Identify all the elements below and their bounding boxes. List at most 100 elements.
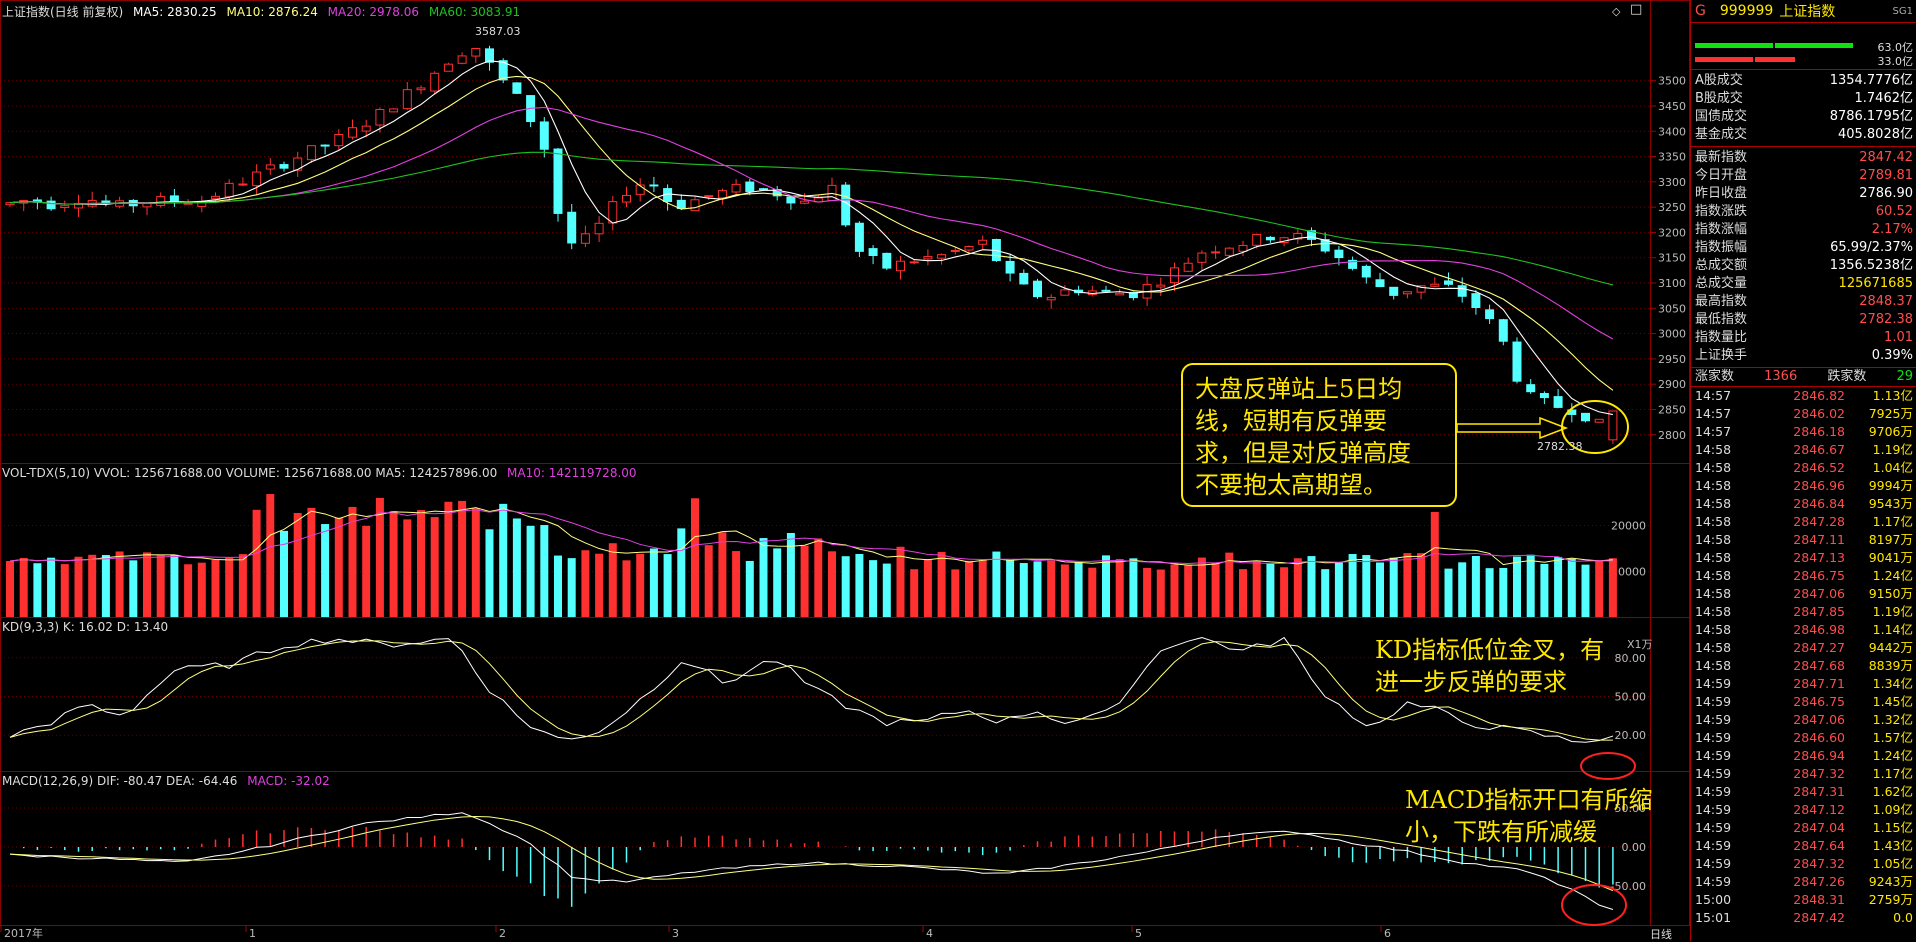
chart-menu-icon[interactable]: □	[1630, 2, 1643, 17]
tick-time: 14:58	[1695, 586, 1732, 601]
g-icon[interactable]: G	[1695, 3, 1706, 19]
kline-chart[interactable]: 3500 3450 3400 3350 3300 3250 3200 3150 3100 3050…	[0, 0, 1690, 941]
tick-price: 2846.94	[1793, 748, 1845, 763]
tick-price: 2846.75	[1793, 568, 1845, 583]
kd-axis-label: 50.00	[1615, 691, 1647, 704]
candle-body	[1348, 259, 1358, 269]
volume-bar	[951, 569, 960, 617]
tick-price: 2847.64	[1793, 838, 1845, 853]
candle-body	[1156, 284, 1166, 288]
candle-body	[649, 184, 659, 187]
candle-body	[1060, 289, 1070, 296]
tick-time: 15:00	[1695, 892, 1732, 907]
tick-price: 2847.06	[1793, 712, 1845, 727]
tick-list[interactable]: 14:57 2846.82 1.13亿 14:57 2846.02 7925万 14:57 2…	[1691, 387, 1916, 927]
tick-price: 2847.12	[1793, 802, 1845, 817]
volume-bar	[1471, 555, 1480, 617]
volume-bar	[910, 569, 919, 617]
window-restore-icon[interactable]: ◇	[1612, 5, 1621, 18]
candle-body	[1238, 244, 1248, 252]
tick-volume: 1.62亿	[1872, 784, 1913, 799]
volume-bar	[855, 554, 864, 617]
macd-axis-label: 50.00	[1615, 802, 1647, 815]
volume-bar	[595, 553, 604, 617]
tick-price: 2847.32	[1793, 766, 1845, 781]
price-axis-label: 3050	[1658, 302, 1686, 315]
price-axis-label: 3200	[1658, 226, 1686, 239]
volume-bar	[1321, 569, 1330, 617]
tick-price: 2847.85	[1793, 604, 1845, 619]
price-axis-label: 3400	[1658, 125, 1686, 138]
volume-bar	[1554, 556, 1563, 617]
volume-bar	[225, 557, 234, 617]
volume-bar	[1211, 563, 1220, 617]
price-axis-label: 2900	[1658, 378, 1686, 391]
tick-time: 14:57	[1695, 388, 1732, 403]
volume-bar	[1334, 562, 1343, 617]
candle-body	[622, 194, 631, 203]
candle-body	[539, 121, 549, 150]
candle-body	[950, 249, 960, 252]
candle-body	[293, 157, 303, 171]
volume-bar	[1608, 558, 1617, 617]
candle-body	[156, 196, 166, 206]
tick-time: 14:59	[1695, 802, 1732, 817]
candle-body	[594, 222, 604, 235]
candle-body	[896, 260, 905, 272]
volume-bar	[1156, 569, 1165, 617]
panel-title-row: G 999999 上证指数 SG1	[1691, 0, 1916, 23]
candle-body	[1485, 309, 1495, 320]
volume-bar	[362, 525, 371, 617]
row-label: 今日开盘	[1695, 168, 1748, 183]
tick-time: 14:58	[1695, 514, 1732, 529]
candle-body	[868, 248, 878, 257]
tick-volume: 9041万	[1868, 550, 1913, 565]
candle-body	[211, 195, 220, 200]
volume-bar	[1266, 563, 1275, 617]
volume-bar	[471, 508, 480, 617]
stat-row: 上证换手 0.39%	[1691, 347, 1916, 365]
macd-circle	[1561, 884, 1627, 926]
candle-body	[1512, 341, 1522, 382]
candle-body	[1046, 296, 1056, 301]
down-bar	[1755, 57, 1795, 62]
x-axis-label: 2017年	[4, 926, 43, 940]
breadth-bars: 63.0亿 33.0亿	[1691, 23, 1916, 70]
row-value: 2847.42	[1859, 150, 1913, 165]
candle-body	[361, 125, 371, 132]
tick-row: 14:58 2847.11 8197万	[1691, 531, 1916, 549]
volume-bar	[403, 519, 412, 617]
down-count-label: 跌家数	[1827, 369, 1867, 384]
kd-values: KD(9,3,3) K: 16.02 D: 13.40	[2, 620, 169, 634]
volume-bar	[814, 538, 823, 617]
volume-axis-label: 20000	[1611, 520, 1646, 533]
bar1-value: 63.0亿	[1877, 41, 1914, 54]
tick-price: 2846.84	[1793, 496, 1845, 511]
row-value: 405.8028亿	[1837, 127, 1913, 142]
tick-time: 14:57	[1695, 424, 1732, 439]
volume-bar	[1526, 554, 1535, 617]
down-count: 29	[1896, 369, 1913, 384]
volume-bar	[622, 560, 631, 617]
volume-bar	[512, 518, 521, 617]
candle-body	[1416, 285, 1426, 293]
tick-row: 14:57 2846.02 7925万	[1691, 405, 1916, 423]
volume-axis-label: 10000	[1611, 565, 1646, 578]
breadth-row: 涨家数 1366 跌家数 29	[1691, 368, 1916, 387]
candle-body	[238, 183, 248, 186]
candle-body	[580, 233, 590, 244]
candle-body	[1594, 418, 1604, 423]
row-label: 昨日收盘	[1695, 186, 1748, 201]
volume-bar	[430, 517, 439, 617]
candle-body	[402, 89, 412, 110]
volume-bar	[1115, 558, 1124, 617]
volume-bar	[307, 507, 316, 617]
row-value: 65.99/2.37%	[1830, 240, 1913, 255]
candle-body	[1033, 280, 1042, 298]
tick-volume: 1.19亿	[1872, 442, 1913, 457]
macd-value: MACD: -32.02	[247, 774, 330, 788]
tick-time: 14:58	[1695, 478, 1732, 493]
tick-time: 14:59	[1695, 676, 1732, 691]
candle-body	[46, 200, 56, 210]
volume-bar	[238, 554, 247, 617]
